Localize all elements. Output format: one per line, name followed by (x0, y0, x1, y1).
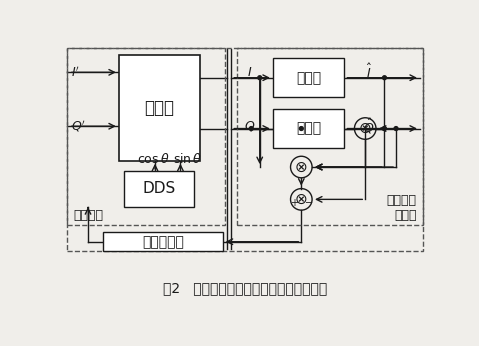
Text: 图2   基于解旋转的载波恢复环路原理框图: 图2 基于解旋转的载波恢复环路原理框图 (163, 281, 328, 295)
Bar (124, 171, 194, 207)
Bar (67, 48, 225, 225)
Text: $\hat{I}$: $\hat{I}$ (366, 63, 372, 81)
Text: −: − (305, 198, 313, 208)
Bar (119, 55, 200, 161)
Text: ⊗: ⊗ (295, 192, 308, 207)
Text: $Q$: $Q$ (244, 119, 255, 133)
Text: 复乘器: 复乘器 (144, 99, 174, 117)
Bar (103, 233, 223, 251)
Text: 硬判决: 硬判决 (296, 121, 321, 136)
Circle shape (250, 127, 253, 130)
Text: +: + (290, 198, 297, 208)
Text: ⊗: ⊗ (359, 121, 372, 136)
Circle shape (299, 127, 303, 130)
Text: 解旋转器: 解旋转器 (73, 209, 103, 222)
Circle shape (394, 127, 398, 130)
Text: $\cos\theta$: $\cos\theta$ (137, 152, 170, 166)
Bar (67, 48, 423, 251)
Circle shape (383, 76, 387, 80)
Text: 相位误差
检测器: 相位误差 检测器 (387, 194, 417, 222)
Text: 环路滤波器: 环路滤波器 (142, 235, 184, 249)
Bar (273, 58, 344, 97)
Bar (237, 48, 423, 225)
Text: $I$: $I$ (247, 66, 252, 79)
Text: $\sin\theta$: $\sin\theta$ (173, 152, 202, 166)
Text: ⊗: ⊗ (295, 160, 308, 174)
Text: $Q'$: $Q'$ (71, 118, 86, 134)
Circle shape (258, 76, 262, 80)
Bar (273, 109, 344, 148)
Text: $I'$: $I'$ (71, 65, 80, 80)
Text: DDS: DDS (142, 181, 175, 197)
Text: $\hat{Q}$: $\hat{Q}$ (364, 117, 375, 136)
Text: 硬判决: 硬判决 (296, 71, 321, 85)
Circle shape (383, 127, 387, 130)
